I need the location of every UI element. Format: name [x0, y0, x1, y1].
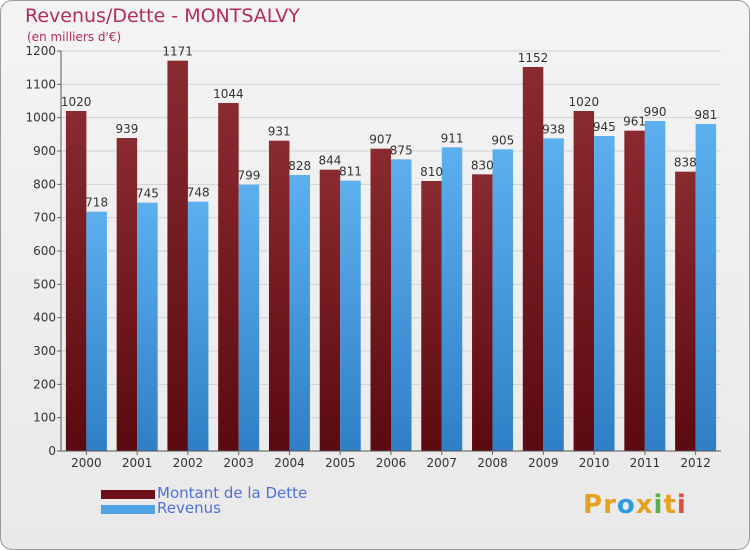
x-tick-label: 2000 [71, 456, 102, 470]
dette-bar-label: 1044 [213, 87, 244, 101]
dette-bar [522, 67, 544, 451]
dette-bar [573, 111, 595, 451]
revenus-bar-label: 745 [136, 187, 159, 201]
y-tick-label: 600 [33, 244, 56, 258]
dette-bar-label: 961 [623, 115, 646, 129]
dette-bar [624, 130, 645, 451]
dette-bar-label: 844 [319, 154, 342, 168]
x-tick-label: 2012 [680, 456, 711, 470]
x-tick-label: 2006 [376, 456, 407, 470]
legend-swatch-revenus [101, 505, 155, 514]
logo-letter: x [635, 490, 654, 520]
revenus-bar-label: 748 [187, 186, 210, 200]
dette-bar-label: 1020 [61, 95, 92, 109]
chart-title: Revenus/Dette - MONTSALVY [25, 5, 300, 27]
bars [65, 60, 717, 452]
logo-letter: o [616, 490, 636, 520]
revenus-bar [289, 175, 310, 451]
x-tick-label: 2005 [325, 456, 356, 470]
dette-bar-label: 1152 [518, 51, 549, 65]
revenus-bar [187, 201, 209, 451]
x-tick-label: 2009 [528, 456, 559, 470]
revenus-bar [492, 149, 514, 452]
y-tick-label: 400 [33, 311, 56, 325]
dette-bar [218, 103, 239, 451]
y-tick-label: 1200 [25, 44, 56, 58]
y-tick-label: 900 [33, 144, 56, 158]
dette-bar-label: 907 [369, 133, 392, 147]
dette-bar [472, 174, 493, 452]
dette-bar [65, 111, 87, 451]
y-tick-label: 300 [33, 344, 56, 358]
dette-bar-label: 939 [115, 122, 138, 136]
dette-bar-label: 810 [420, 165, 443, 179]
logo-letter: r [603, 490, 617, 520]
revenus-bar-label: 828 [288, 159, 311, 173]
revenus-bar-label: 945 [593, 120, 616, 134]
proxiti-logo: Proxiti [583, 490, 687, 520]
x-tick-label: 2007 [426, 456, 457, 470]
revenus-bar [340, 180, 361, 451]
revenus-bar [137, 202, 158, 451]
dette-bar [268, 140, 290, 451]
logo-letter: t [663, 490, 677, 520]
revenus-bar [441, 147, 463, 452]
dette-bar [675, 171, 696, 451]
revenus-bar-label: 875 [390, 143, 413, 157]
x-tick-label: 2001 [122, 456, 153, 470]
y-tick-label: 500 [33, 277, 56, 291]
chart-subtitle: (en milliers d'€) [27, 30, 122, 44]
dette-bar [319, 169, 341, 451]
y-tick-label: 800 [33, 177, 56, 191]
dette-bar-label: 830 [471, 158, 494, 172]
x-tick-label: 2002 [173, 456, 204, 470]
y-tick-label: 1100 [25, 77, 56, 91]
revenus-bar [644, 121, 666, 451]
revenus-bar-label: 911 [441, 131, 464, 145]
logo-letter: i [676, 490, 687, 520]
legend-label-revenus: Revenus [157, 499, 221, 517]
y-tick-label: 0 [48, 444, 56, 458]
revenus-bar [86, 211, 107, 451]
x-tick-label: 2011 [630, 456, 661, 470]
x-tick-label: 2010 [579, 456, 610, 470]
dette-bar [167, 60, 188, 452]
logo-letter: P [583, 490, 604, 520]
revenus-bar-label: 990 [644, 105, 667, 119]
x-tick-label: 2004 [274, 456, 305, 470]
axes: 0 100 200 300 400 500 600 700 800 900 1000 1100 1200… [25, 44, 721, 470]
revenus-bar [238, 184, 260, 451]
y-tick-label: 1000 [25, 111, 56, 125]
x-tick-label: 2008 [477, 456, 508, 470]
revenus-bar [391, 159, 412, 452]
revenus-bar [695, 124, 717, 451]
logo-letter: i [653, 490, 664, 520]
dette-bar-label: 1020 [569, 95, 600, 109]
dette-bar [116, 138, 138, 451]
dette-bar-label: 838 [674, 156, 697, 170]
x-tick-label: 2003 [223, 456, 254, 470]
dette-bar-label: 1171 [162, 45, 193, 59]
y-tick-label: 200 [33, 377, 56, 391]
revenus-bar-label: 799 [237, 169, 260, 183]
legend-label-dette: Montant de la Dette [157, 484, 308, 502]
revenus-bar-label: 938 [542, 122, 565, 136]
revenus-bar-label: 905 [491, 133, 514, 147]
dette-bar [421, 181, 442, 451]
y-tick-label: 100 [33, 411, 56, 425]
legend-swatch-dette [101, 490, 155, 499]
revenus-bar [594, 136, 615, 451]
revenus-bar-label: 718 [85, 196, 108, 210]
dette-bar-label: 931 [268, 125, 291, 139]
revenus-bar-label: 981 [694, 108, 717, 122]
y-tick-label: 700 [33, 211, 56, 225]
dette-bar [370, 148, 391, 451]
revenus-bar [543, 138, 564, 452]
revenus-bar-label: 811 [339, 165, 362, 179]
